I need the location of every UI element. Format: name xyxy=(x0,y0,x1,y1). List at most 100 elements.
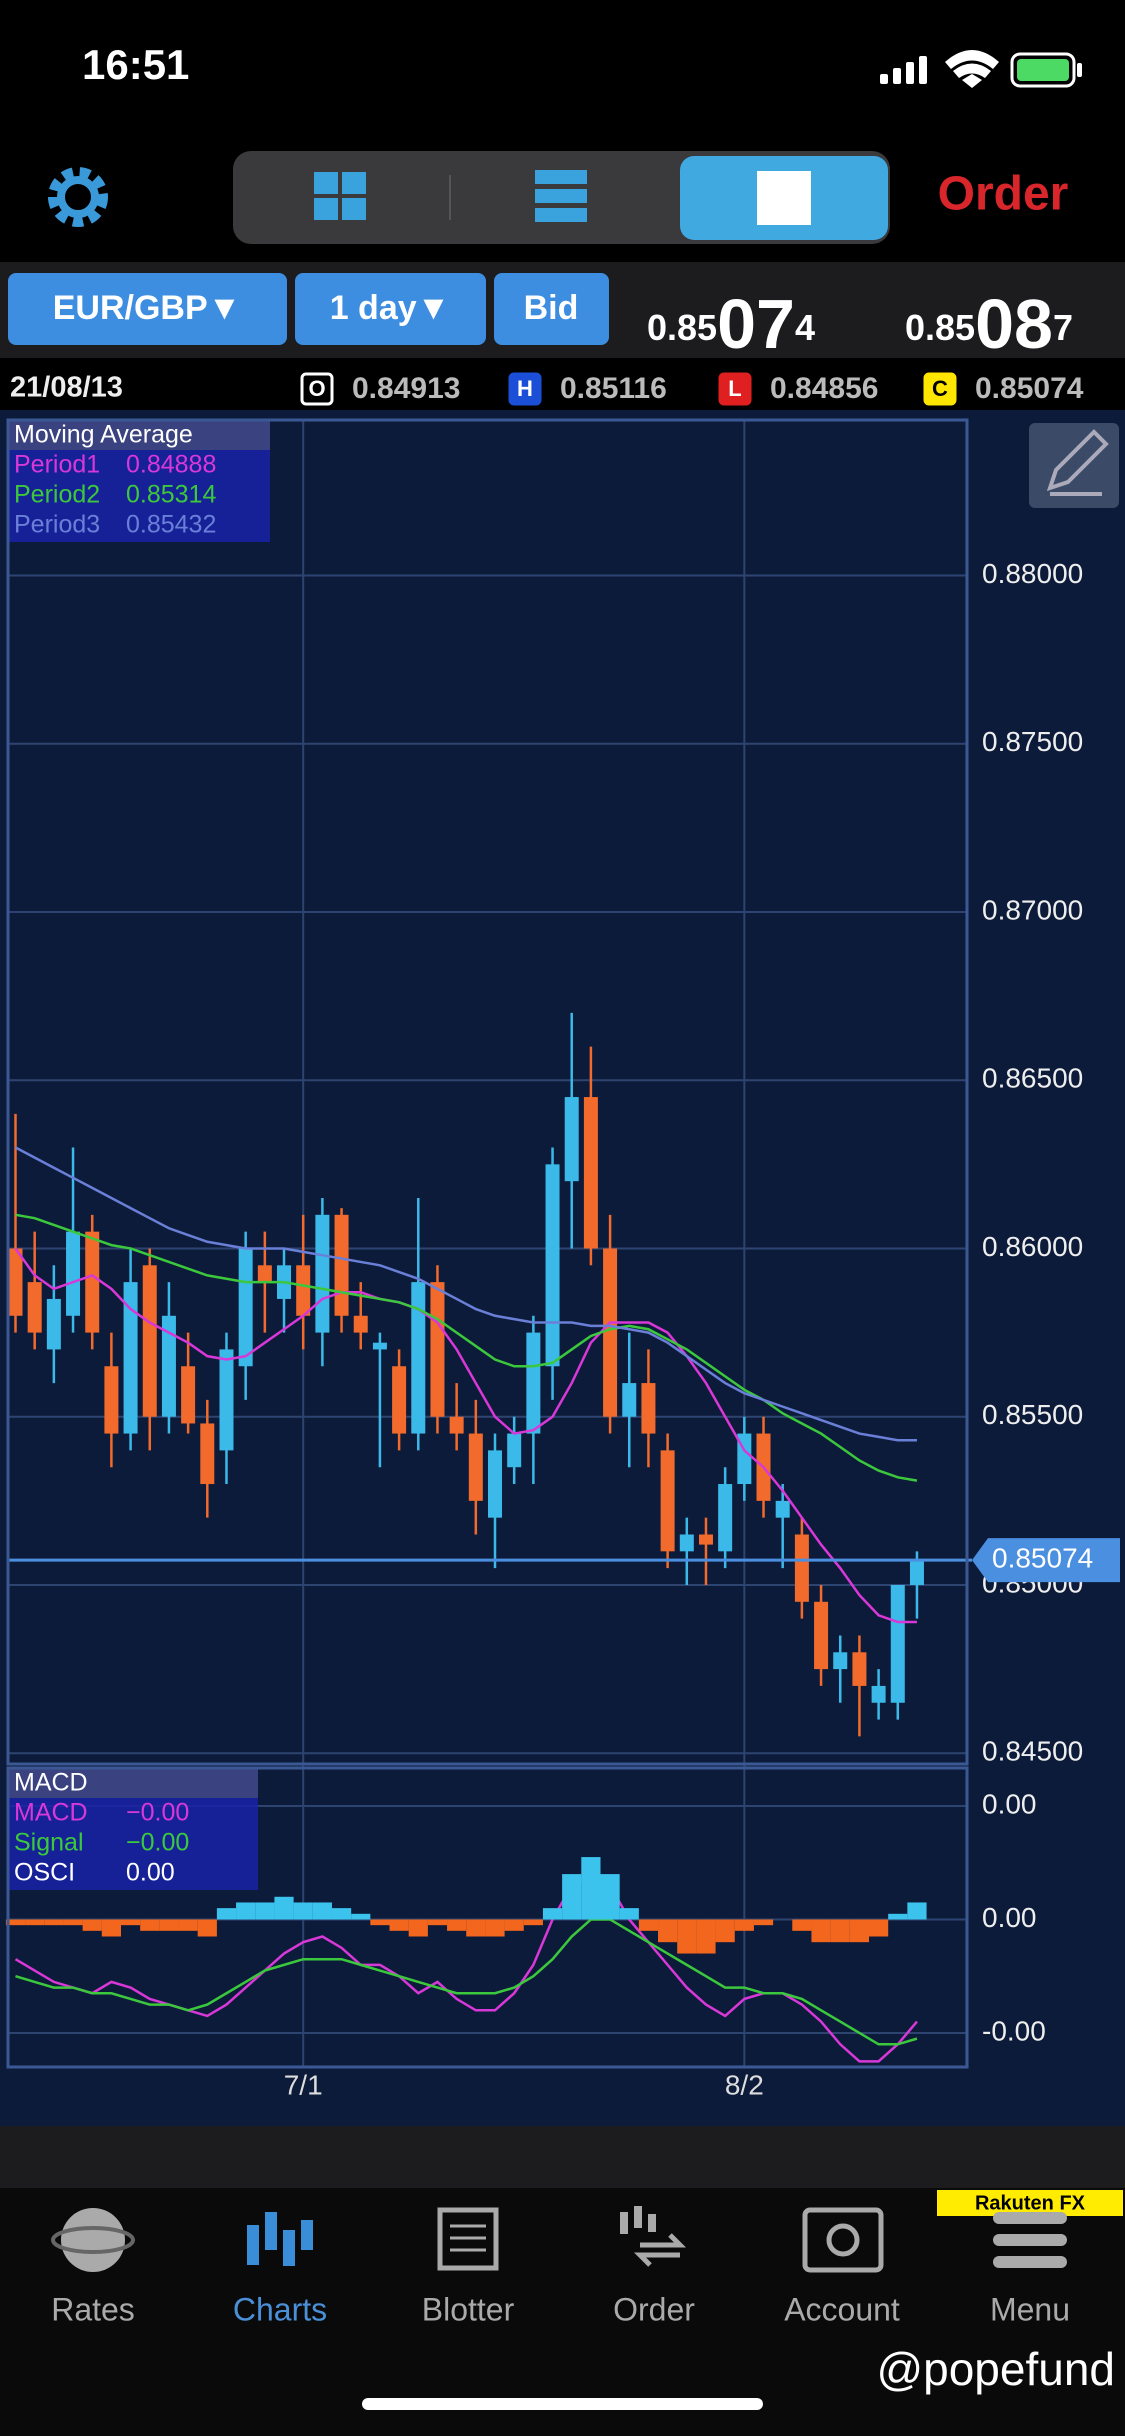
tab-bar xyxy=(0,2188,1125,2436)
osci-bar xyxy=(178,1919,198,1931)
y-tick-label: 0.85500 xyxy=(982,1399,1083,1430)
osci-bar xyxy=(216,1908,237,1920)
osci-bar xyxy=(581,1857,601,1920)
osci-bar xyxy=(82,1919,102,1931)
price-prefix: 0.85 xyxy=(905,307,975,348)
candle-body xyxy=(603,1248,618,1417)
y-tick-label: 0.87500 xyxy=(982,726,1083,757)
candle-body xyxy=(814,1601,829,1670)
price-big: 07 xyxy=(717,285,795,363)
tab-label[interactable]: Charts xyxy=(233,2291,327,2327)
moving-average-line xyxy=(14,1247,917,1624)
tab-label[interactable]: Rates xyxy=(51,2291,135,2327)
osci-bar xyxy=(293,1902,313,1920)
ohlc-badge: C xyxy=(932,376,948,401)
ohlc-badge: L xyxy=(728,376,741,401)
osci-bar xyxy=(715,1919,735,1943)
y-tick-label: 0.86500 xyxy=(982,1063,1083,1094)
home-indicator xyxy=(362,2398,763,2410)
candle-body xyxy=(46,1298,61,1350)
candle-body xyxy=(718,1484,733,1552)
osci-bar xyxy=(466,1919,486,1937)
osci-bar xyxy=(331,1908,352,1920)
candle-body xyxy=(526,1332,541,1434)
candle-body xyxy=(468,1433,483,1501)
legend-title: MACD xyxy=(14,1769,88,1797)
candle-body xyxy=(104,1366,119,1434)
candle-body xyxy=(181,1366,196,1424)
layout-single-button[interactable] xyxy=(680,156,888,240)
candle-body xyxy=(852,1652,867,1686)
price-pip: 4 xyxy=(795,307,815,348)
current-price-tag-bg xyxy=(972,1538,1120,1583)
ohlc-badge-bg xyxy=(508,372,542,406)
osci-bar xyxy=(255,1902,275,1920)
candle-body xyxy=(161,1315,176,1417)
tabs: Rates Charts Blotter Order Account Menu xyxy=(51,2291,1070,2327)
osci-bar xyxy=(658,1919,678,1943)
tab-label[interactable]: Order xyxy=(613,2291,695,2327)
ohlc-value: 0.85074 xyxy=(975,372,1084,405)
candle-body xyxy=(8,1248,23,1316)
period-button-bg xyxy=(295,273,486,345)
layout-list-button[interactable] xyxy=(535,170,587,222)
osci-bar xyxy=(274,1896,294,1920)
candle-body xyxy=(334,1214,349,1316)
status-icons xyxy=(880,50,1082,88)
y-tick-label: 0.00 xyxy=(982,1902,1037,1933)
current-price-tag: 0.85074 xyxy=(992,1542,1093,1573)
candle-body xyxy=(200,1423,215,1485)
osci-bar xyxy=(44,1919,64,1926)
candle-body xyxy=(219,1349,234,1451)
candle-body xyxy=(392,1366,407,1434)
period-button[interactable]: 1 day▼ xyxy=(330,289,451,327)
osci-bar xyxy=(638,1919,659,1931)
order-button[interactable]: Order xyxy=(938,168,1069,221)
moving-average-line xyxy=(14,1146,917,1442)
candle-body xyxy=(794,1534,809,1602)
ohlc-badge-bg xyxy=(300,372,334,406)
osci-bar xyxy=(101,1919,121,1937)
candle-body xyxy=(564,1097,579,1182)
legend-name: Signal xyxy=(14,1829,84,1857)
candle-body xyxy=(411,1282,426,1434)
tab-label[interactable]: Account xyxy=(784,2291,900,2327)
osci-bar xyxy=(197,1919,217,1937)
osci-bar xyxy=(619,1908,639,1920)
candle-body xyxy=(85,1231,100,1333)
candle-body xyxy=(238,1248,253,1367)
candle-body xyxy=(449,1416,464,1434)
candle-body xyxy=(871,1685,886,1703)
legend-value: −0.00 xyxy=(126,1799,189,1827)
candle-body xyxy=(909,1560,924,1585)
legend-value: 0.85314 xyxy=(126,481,216,509)
legend-title: Moving Average xyxy=(14,421,193,449)
clock: 16:51 xyxy=(82,41,189,88)
osci-bar xyxy=(830,1919,850,1943)
layout-grid-button[interactable] xyxy=(314,172,366,220)
osci-bar xyxy=(159,1919,179,1931)
osci-bar xyxy=(792,1919,812,1931)
y-tick-label: 0.00 xyxy=(982,1788,1037,1819)
panel-border xyxy=(6,1766,969,2069)
y-tick-label: -0.00 xyxy=(982,2015,1046,2046)
ohlc-value: 0.85116 xyxy=(560,372,667,405)
x-tick-label: 7/1 xyxy=(284,2069,323,2100)
ohlc-badge: O xyxy=(308,376,325,401)
y-tick-label: 0.84500 xyxy=(982,1736,1083,1767)
draw-tool-button[interactable] xyxy=(1029,423,1119,508)
tab-label[interactable]: Menu xyxy=(990,2291,1070,2327)
osci-bar xyxy=(734,1919,754,1931)
side-button[interactable]: Bid xyxy=(524,289,579,327)
tab-label[interactable]: Blotter xyxy=(422,2291,515,2327)
osci-bar xyxy=(811,1919,831,1943)
legend-value: 0.00 xyxy=(126,1859,175,1887)
osci-bar xyxy=(562,1874,582,1920)
settings-button[interactable] xyxy=(48,167,108,227)
osci-bar xyxy=(888,1913,908,1920)
pair-button[interactable]: EUR/GBP▼ xyxy=(53,289,242,327)
legend-header-bg xyxy=(8,1768,258,1798)
osci-bar xyxy=(63,1919,83,1926)
osci-bar xyxy=(542,1908,563,1920)
